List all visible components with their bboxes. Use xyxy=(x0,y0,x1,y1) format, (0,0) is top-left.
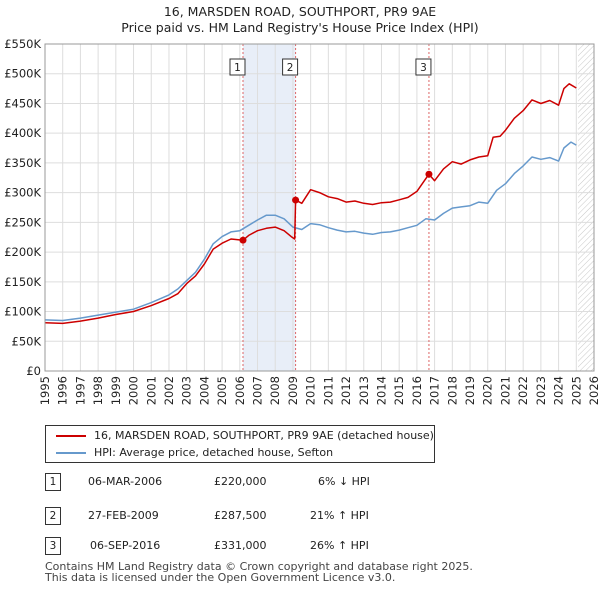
x-tick-label: 1995 xyxy=(38,376,52,405)
y-tick-label: £300K xyxy=(4,186,41,200)
sale-marker-badge: 1 xyxy=(229,58,246,76)
transaction-date: 27-FEB-2009 xyxy=(88,509,159,522)
x-tick-label: 1998 xyxy=(91,376,105,405)
x-tick-label: 2015 xyxy=(392,376,406,405)
y-tick-label: £50K xyxy=(12,334,42,348)
x-tick-label: 2013 xyxy=(357,376,371,405)
sale-marker-label: 3 xyxy=(420,62,427,74)
transaction-badge: 3 xyxy=(45,537,61,555)
transaction-badge: 2 xyxy=(45,507,61,525)
x-tick-label: 2005 xyxy=(215,376,229,405)
legend-item-hpi: HPI: Average price, detached house, Seft… xyxy=(56,445,333,461)
x-tick-label: 2019 xyxy=(463,376,477,405)
x-tick-label: 2007 xyxy=(251,376,265,405)
x-tick-label: 2001 xyxy=(144,376,158,405)
x-tick-label: 2003 xyxy=(180,376,194,405)
sale-marker-badge: 3 xyxy=(415,58,432,76)
x-tick-label: 2014 xyxy=(374,376,388,405)
price-chart: £0 £50K £100K £150K £200K £250K £300K £350K £400… xyxy=(4,37,600,405)
sale-marker-badge-box xyxy=(415,58,432,76)
legend: 16, MARSDEN ROAD, SOUTHPORT, PR9 9AE (de… xyxy=(45,425,435,463)
sale-point xyxy=(292,196,300,204)
x-tick-label: 2023 xyxy=(534,376,548,405)
x-tick-label: 2017 xyxy=(428,376,442,405)
property-series-line xyxy=(44,83,577,325)
x-tick-label: 2010 xyxy=(304,376,318,405)
sale-marker-badge-box xyxy=(282,58,299,76)
shaded-period xyxy=(242,44,296,371)
y-tick-label: £550K xyxy=(4,37,41,51)
x-tick-label: 2026 xyxy=(587,376,600,405)
x-tick-label: 2008 xyxy=(268,376,282,405)
transaction-badge: 1 xyxy=(45,473,61,491)
y-tick-label: £100K xyxy=(4,305,41,319)
x-tick-label: 2022 xyxy=(516,376,530,405)
x-tick-label: 2020 xyxy=(481,376,495,405)
legend-swatch-property xyxy=(56,435,86,437)
y-tick-label: £150K xyxy=(4,275,41,289)
x-tick-label: 2009 xyxy=(286,376,300,405)
transaction-price: £287,500 xyxy=(214,509,267,522)
x-tick-label: 2004 xyxy=(197,376,211,405)
sale-marker-label: 1 xyxy=(234,62,241,74)
x-tick-label: 2012 xyxy=(339,376,353,405)
plot-area xyxy=(45,44,594,371)
y-tick-label: £350K xyxy=(4,156,41,170)
y-tick-label: £400K xyxy=(4,126,41,140)
x-tick-label: 1997 xyxy=(73,376,87,405)
sale-point xyxy=(239,236,247,244)
sale-marker-label: 2 xyxy=(287,62,294,74)
transaction-price: £331,000 xyxy=(214,539,267,552)
legend-label-hpi: HPI: Average price, detached house, Seft… xyxy=(94,446,334,459)
transaction-date: 06-MAR-2006 xyxy=(88,475,163,488)
y-tick-label: £500K xyxy=(4,67,41,81)
future-region xyxy=(578,44,594,371)
footer-licence: This data is licensed under the Open Gov… xyxy=(45,571,396,584)
x-tick-label: 2025 xyxy=(569,376,583,405)
y-tick-label: £250K xyxy=(4,215,41,229)
chart-title: 16, MARSDEN ROAD, SOUTHPORT, PR9 9AE xyxy=(163,4,437,19)
sale-point xyxy=(425,170,433,178)
transaction-hpi-change: 21% ↑ HPI xyxy=(310,509,369,522)
transaction-price: £220,000 xyxy=(214,475,267,488)
footer: Contains HM Land Registry data © Crown c… xyxy=(45,561,473,583)
transaction-hpi-change: 26% ↑ HPI xyxy=(310,539,369,552)
plot-frame xyxy=(44,43,595,372)
x-tick-label: 2000 xyxy=(127,376,141,405)
legend-item-property: 16, MARSDEN ROAD, SOUTHPORT, PR9 9AE (de… xyxy=(56,428,434,444)
legend-label-property: 16, MARSDEN ROAD, SOUTHPORT, PR9 9AE (de… xyxy=(94,429,434,442)
x-tick-label: 2011 xyxy=(321,376,335,405)
x-tick-label: 2021 xyxy=(498,376,512,405)
x-tick-label: 1999 xyxy=(109,376,123,405)
sale-marker-badge: 2 xyxy=(282,58,299,76)
x-tick-label: 2018 xyxy=(445,376,459,405)
y-tick-label: £200K xyxy=(4,245,41,259)
chart-subtitle: Price paid vs. HM Land Registry's House … xyxy=(121,20,479,35)
legend-swatch-hpi xyxy=(56,452,86,454)
x-tick-label: 2006 xyxy=(233,376,247,405)
x-tick-label: 1996 xyxy=(56,376,70,405)
y-tick-label: £0 xyxy=(26,364,41,378)
footer-copyright: Contains HM Land Registry data © Crown c… xyxy=(45,560,473,573)
x-tick-label: 2016 xyxy=(410,376,424,405)
sale-marker-badge-box xyxy=(229,58,246,76)
transaction-hpi-change: 6% ↓ HPI xyxy=(318,475,370,488)
x-tick-label: 2024 xyxy=(552,376,566,405)
x-tick-label: 2002 xyxy=(162,376,176,405)
transaction-date: 06-SEP-2016 xyxy=(90,539,161,552)
hpi-series-line xyxy=(44,141,577,322)
y-tick-label: £450K xyxy=(4,96,41,110)
